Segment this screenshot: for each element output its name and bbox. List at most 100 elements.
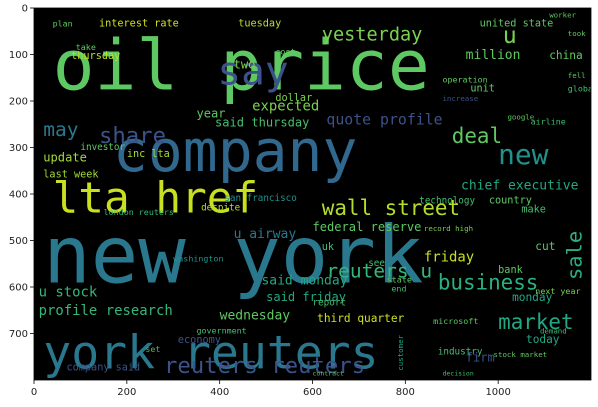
y-axis: 0 100 200 300 400 500 600 700 [9, 4, 34, 340]
word-44: economy [178, 335, 221, 346]
word-55: investor [80, 142, 125, 153]
word-28: inc lta [127, 149, 170, 160]
word-54: dollar [275, 93, 312, 104]
word-33: said monday [261, 274, 347, 289]
word-59: cut [535, 240, 555, 253]
word-21: united state [480, 19, 554, 30]
word-12: quote profile [326, 110, 442, 128]
x-tick-label: 0 [31, 387, 37, 398]
word-72: google [507, 113, 534, 122]
word-60: bank [498, 265, 523, 276]
word-70: unit [470, 84, 495, 95]
word-85: contract [313, 369, 344, 377]
word-22: million [466, 48, 521, 63]
word-77: take [76, 42, 96, 52]
word-31: federal reserve [313, 220, 422, 234]
word-0: oil price [53, 25, 430, 106]
word-75: took [568, 29, 586, 38]
word-3: york reuters [43, 325, 378, 379]
y-tick-label: 400 [9, 190, 28, 201]
word-63: next year [535, 286, 580, 296]
word-25: expected [252, 98, 319, 114]
word-27: update [43, 150, 87, 164]
word-58: make [521, 205, 546, 216]
word-56: technology [419, 195, 475, 206]
word-57: country [489, 195, 532, 206]
word-40: monday [512, 291, 552, 304]
word-41: today [526, 333, 560, 346]
word-53: two [234, 57, 256, 71]
word-71: global [568, 84, 598, 94]
word-62: see [368, 258, 385, 269]
word-29: last week [43, 170, 98, 181]
word-47: report [313, 298, 346, 309]
word-34: said friday [266, 290, 346, 304]
word-15: market [498, 310, 573, 334]
word-46: microsoft [433, 316, 478, 326]
word-18: sale [563, 231, 587, 280]
word-74: fell [568, 71, 586, 80]
word-6: yesterday [322, 25, 423, 46]
word-42: firm [466, 350, 495, 364]
word-30: chief executive [461, 178, 579, 193]
word-84: decision [442, 369, 473, 377]
x-tick-label: 800 [396, 387, 415, 398]
word-cloud-background [34, 8, 591, 380]
word-48: washington [173, 253, 223, 263]
word-4: lta href [53, 174, 259, 224]
word-65: government [196, 326, 246, 336]
word-32: u airway [234, 227, 297, 242]
x-tick-label: 600 [303, 387, 322, 398]
word-9: may [43, 118, 78, 141]
word-1: new york [43, 209, 423, 301]
word-16: reuters u [326, 260, 432, 283]
word-80: set [145, 344, 160, 354]
y-tick-label: 100 [9, 50, 28, 61]
word-17: reuters reuters [164, 353, 365, 379]
word-5: say [217, 49, 288, 95]
y-tick-label: 500 [9, 236, 28, 247]
word-61: uk [322, 242, 334, 253]
word-66: customer [396, 334, 405, 370]
word-49: despite [201, 202, 240, 213]
word-19: interest rate [99, 19, 179, 30]
word-78: plan [53, 19, 73, 29]
word-38: third quarter [317, 312, 404, 325]
word-83: demand [540, 327, 567, 336]
y-tick-label: 300 [9, 143, 28, 154]
word-67: record high [424, 224, 473, 233]
word-39: friday [424, 249, 474, 265]
word-14: business [438, 270, 539, 294]
word-23: china [549, 49, 583, 62]
word-26: said thursday [215, 116, 309, 130]
word-81: end [391, 284, 406, 294]
word-20: tuesday [238, 19, 281, 30]
word-cloud-words: oil price new york company york reuters lta … [39, 10, 598, 379]
word-64: stock market [494, 350, 548, 359]
word-8: new [498, 138, 549, 171]
word-79: cost [275, 47, 295, 57]
word-51: london reuters [104, 207, 174, 217]
word-2: company [113, 117, 358, 185]
word-69: operation [442, 74, 487, 84]
word-52: year [196, 106, 225, 120]
y-tick-label: 700 [9, 329, 28, 340]
word-73: airline [531, 116, 566, 126]
word-43: industry [438, 346, 483, 357]
word-24: thursday [71, 51, 120, 62]
y-tick-label: 600 [9, 283, 28, 294]
x-tick-label: 1000 [485, 387, 510, 398]
x-axis: 0 200 400 600 800 1000 [31, 380, 511, 398]
word-82: state [387, 274, 412, 284]
word-13: wall street [322, 196, 460, 220]
y-tick-label: 0 [22, 4, 28, 15]
word-45: company said [66, 363, 140, 374]
word-7: u [503, 22, 517, 49]
word-36: profile research [39, 303, 173, 319]
word-50: san francisco [224, 193, 297, 204]
word-68: increase [442, 94, 478, 103]
word-76: worker [549, 10, 576, 19]
word-35: u stock [39, 284, 98, 300]
